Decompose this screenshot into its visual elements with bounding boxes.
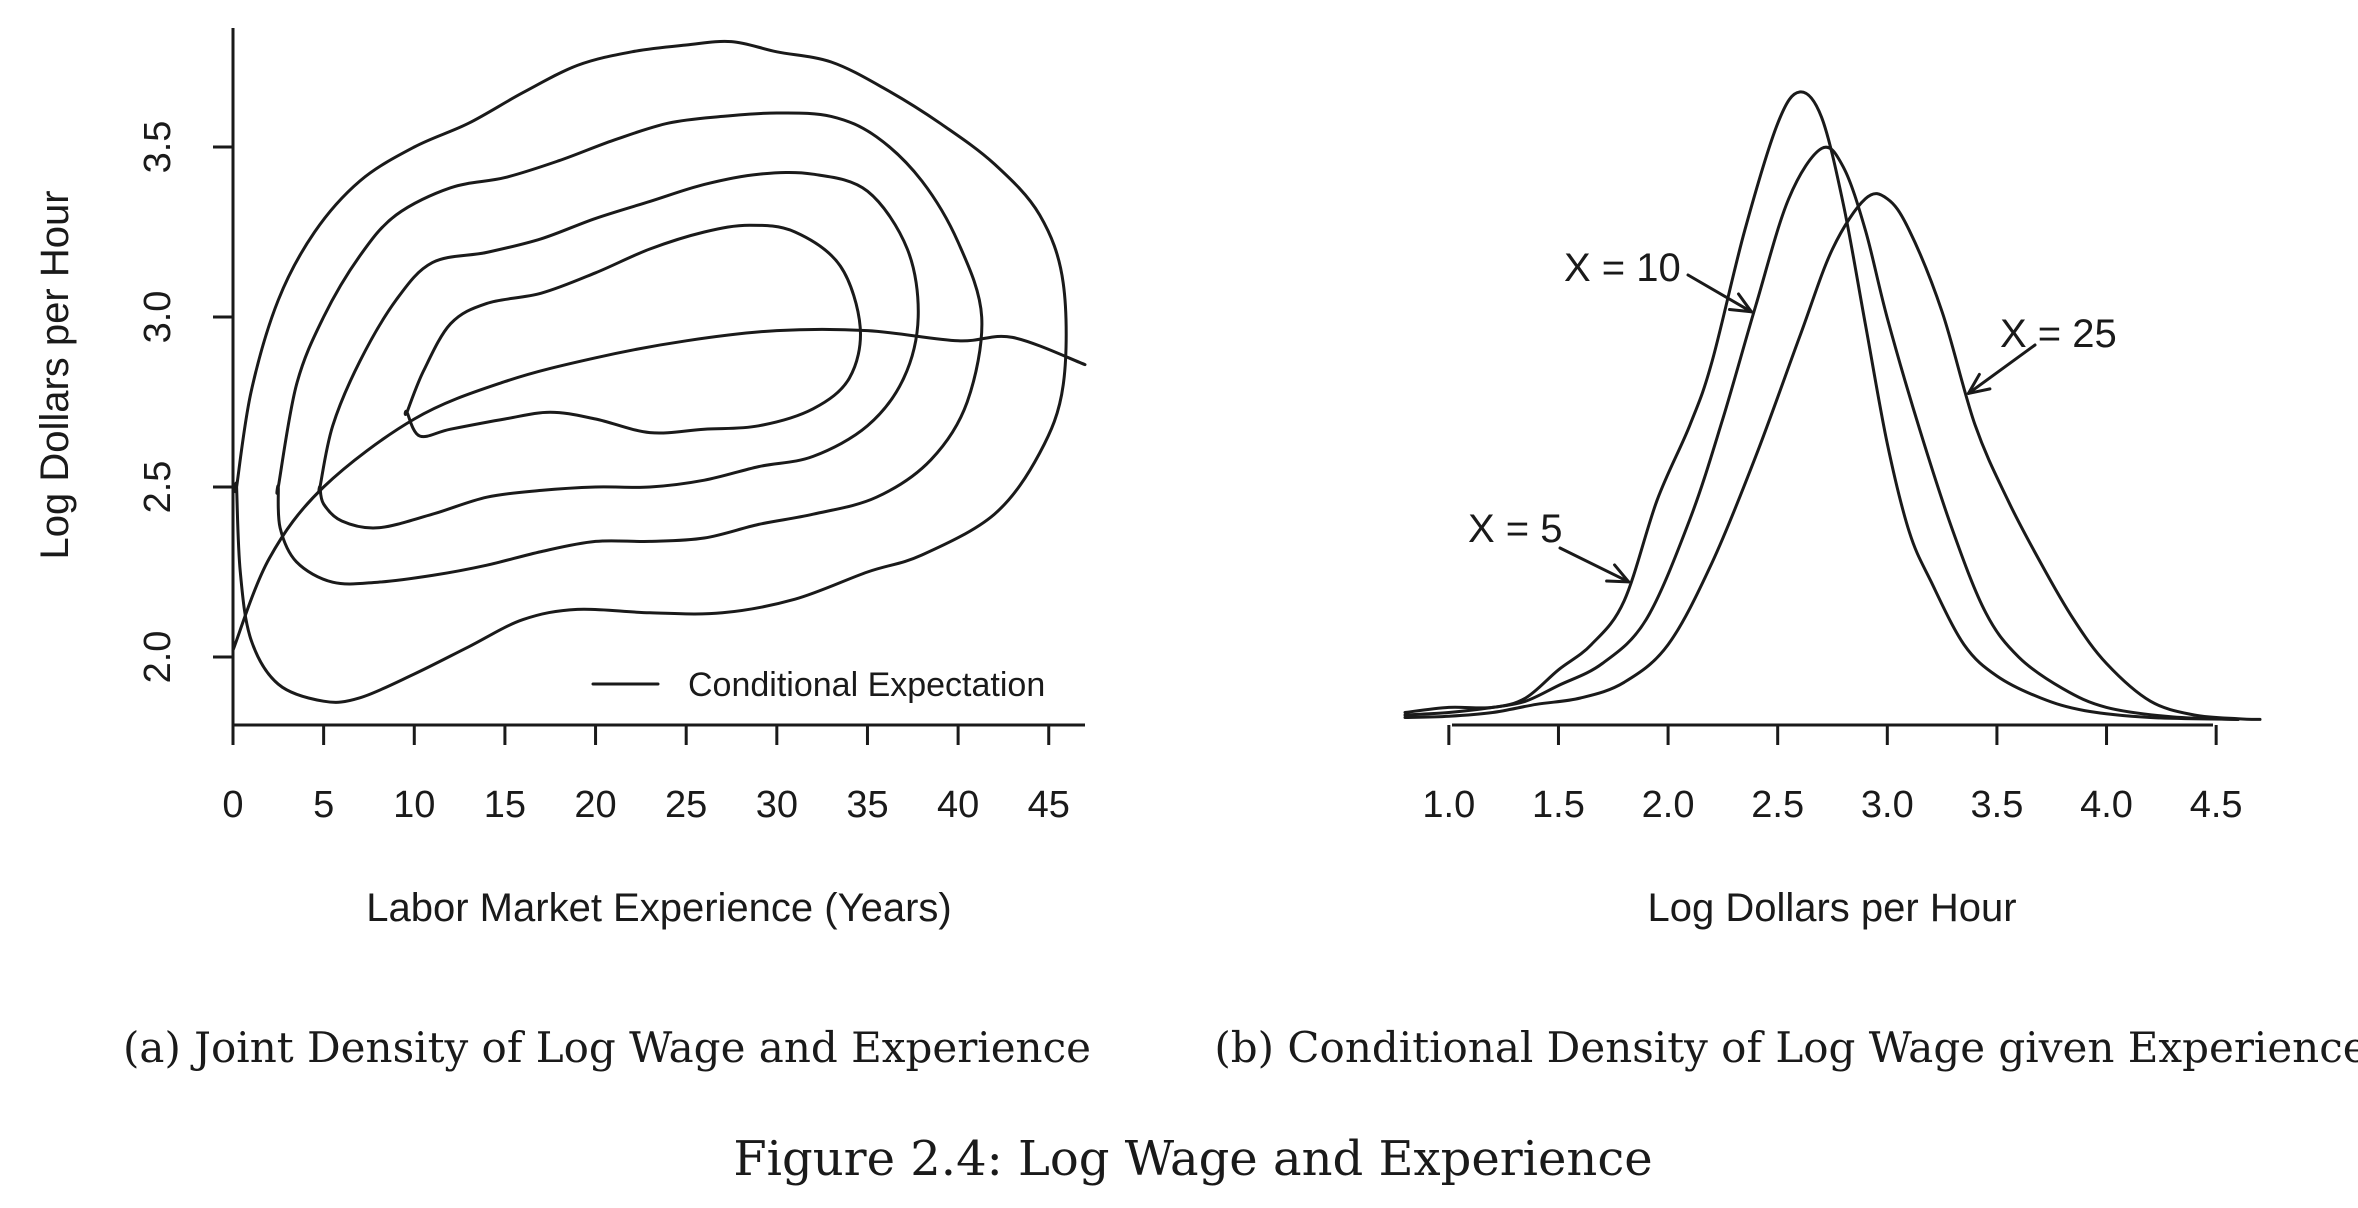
contour-level-1 bbox=[233, 39, 1068, 704]
series-annotation-label: X = 5 bbox=[1468, 507, 1563, 551]
annotation-arrowhead bbox=[1605, 563, 1631, 584]
contour-level-4 bbox=[403, 223, 862, 439]
panel-a: 0 5 10 15 20 25 30 35 40 45 2.0 2.5 3.0 3.5 Conditio… bbox=[33, 28, 1091, 1072]
x-tick-label: 25 bbox=[665, 784, 707, 826]
x-tick-label: 4.0 bbox=[2080, 784, 2133, 826]
density-series bbox=[1403, 145, 2240, 721]
contour-level-2 bbox=[275, 111, 984, 586]
x-tick-label: 30 bbox=[756, 784, 798, 826]
y-tick-label: 2.5 bbox=[137, 461, 179, 514]
panel-a-caption: (a) Joint Density of Log Wage and Experi… bbox=[123, 1023, 1091, 1072]
annotation-arrow bbox=[1558, 546, 1631, 584]
series-annotation-label: X = 10 bbox=[1564, 246, 1681, 290]
conditional-expectation-line bbox=[231, 327, 1087, 652]
series-annotation-label: X = 25 bbox=[2000, 312, 2117, 356]
x-tick-label: 0 bbox=[222, 784, 243, 826]
x-tick-label: 3.5 bbox=[1971, 784, 2024, 826]
x-tick-label: 2.5 bbox=[1751, 784, 1804, 826]
y-tick-label: 3.0 bbox=[137, 291, 179, 344]
x-tick-label: 15 bbox=[484, 784, 526, 826]
density-series bbox=[1403, 192, 2262, 721]
panel-b: 1.0 1.5 2.0 2.5 3.0 3.5 4.0 4.5 X = 5X = 10X = … bbox=[1214, 90, 2358, 1072]
panel-b-x-ticks: 1.0 1.5 2.0 2.5 3.0 3.5 4.0 4.5 bbox=[1422, 725, 2243, 826]
x-tick-label: 10 bbox=[393, 784, 435, 826]
x-tick-label: 20 bbox=[574, 784, 616, 826]
panel-a-x-ticks: 0 5 10 15 20 25 30 35 40 45 bbox=[222, 725, 1070, 826]
y-tick-label: 3.5 bbox=[137, 121, 179, 174]
panel-a-x-axis-label: Labor Market Experience (Years) bbox=[366, 886, 951, 930]
figure-caption: Figure 2.4: Log Wage and Experience bbox=[733, 1131, 1652, 1187]
y-tick-label: 2.0 bbox=[137, 631, 179, 684]
panel-b-x-axis-label: Log Dollars per Hour bbox=[1647, 886, 2016, 930]
x-tick-label: 5 bbox=[313, 784, 334, 826]
panel-a-legend: Conditional Expectation bbox=[591, 666, 1045, 704]
density-series bbox=[1403, 90, 2240, 721]
panel-b-series bbox=[1403, 90, 2262, 721]
x-tick-label: 4.5 bbox=[2190, 784, 2243, 826]
annotation-arrowhead bbox=[1728, 292, 1753, 314]
x-tick-label: 1.5 bbox=[1532, 784, 1585, 826]
annotation-arrow bbox=[1966, 343, 2037, 395]
x-tick-label: 40 bbox=[937, 784, 979, 826]
x-tick-label: 35 bbox=[846, 784, 888, 826]
x-tick-label: 2.0 bbox=[1642, 784, 1695, 826]
annotation-arrow bbox=[1686, 273, 1753, 314]
annotation-arrowhead bbox=[1966, 372, 1992, 395]
x-tick-label: 1.0 bbox=[1422, 784, 1475, 826]
panel-b-caption: (b) Conditional Density of Log Wage give… bbox=[1214, 1023, 2358, 1072]
panel-a-contours bbox=[233, 39, 1068, 704]
contour-level-3 bbox=[317, 171, 920, 530]
panel-b-annotations: X = 5 X = 10 X = 25 bbox=[1468, 246, 2117, 584]
panel-a-y-ticks: 2.0 2.5 3.0 3.5 bbox=[137, 121, 233, 684]
legend-label: Conditional Expectation bbox=[688, 666, 1045, 704]
x-tick-label: 3.0 bbox=[1861, 784, 1914, 826]
x-tick-label: 45 bbox=[1028, 784, 1070, 826]
panel-a-y-axis-label: Log Dollars per Hour bbox=[33, 190, 77, 559]
